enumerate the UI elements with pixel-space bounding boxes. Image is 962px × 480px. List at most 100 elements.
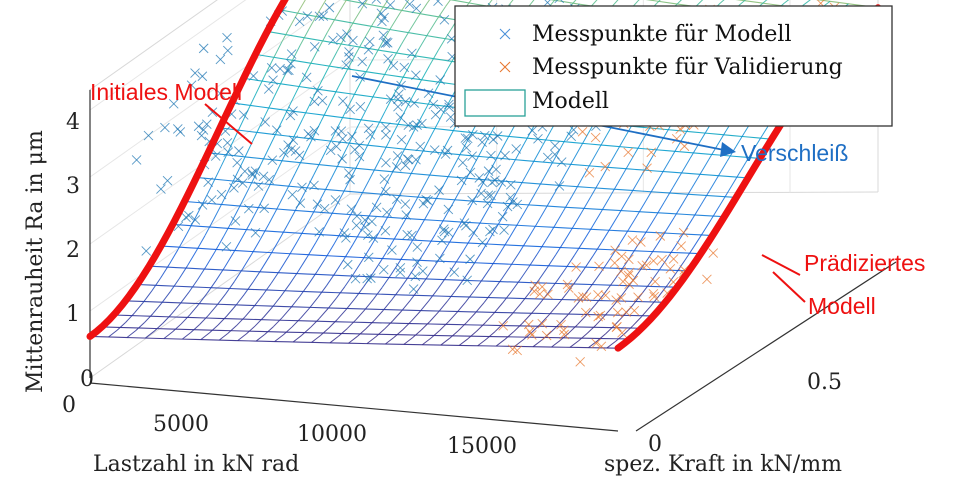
- surface-line: [710, 205, 721, 221]
- surface-line: [304, 175, 314, 193]
- model-point: [467, 151, 477, 162]
- surface-line: [355, 309, 366, 321]
- surface-line: [560, 131, 571, 148]
- surface-line: [346, 319, 357, 329]
- surface-line: [312, 158, 323, 176]
- surface-line: [354, 5, 364, 21]
- model-point: [352, 211, 362, 222]
- surface-line: [381, 0, 389, 10]
- model-point: [381, 186, 391, 197]
- surface-line: [289, 270, 299, 285]
- surface-line: [502, 291, 512, 304]
- validation-point: [611, 295, 621, 305]
- surface-line: [532, 339, 543, 348]
- surface-line: [517, 208, 527, 225]
- surface-line: [573, 0, 577, 3]
- model-point: [449, 267, 460, 277]
- x-tick-label: 5000: [153, 412, 209, 437]
- model-point: [465, 167, 476, 178]
- surface-line: [593, 269, 603, 283]
- surface-line: [89, 335, 619, 349]
- surface-line: [638, 258, 649, 272]
- surface-line: [629, 244, 639, 259]
- surface-line: [186, 218, 196, 235]
- surface-line: [255, 333, 266, 342]
- validation-point: [529, 286, 540, 297]
- surface-line: [142, 290, 153, 303]
- surface-line: [545, 225, 555, 241]
- surface-line: [662, 156, 673, 172]
- surface-line: [454, 250, 464, 265]
- model-point: [379, 12, 389, 23]
- surface-line: [415, 185, 425, 202]
- model-point: [162, 175, 173, 186]
- surface-line: [180, 314, 191, 325]
- surface-line: [134, 302, 144, 314]
- surface-line: [239, 150, 249, 169]
- surface-line: [240, 187, 250, 205]
- surface-line: [391, 288, 401, 301]
- surface-line: [490, 0, 493, 2]
- model-point: [203, 177, 213, 188]
- surface-line: [421, 99, 432, 117]
- surface-line: [655, 0, 661, 5]
- surface-line: [577, 315, 587, 325]
- model-point: [198, 43, 209, 54]
- validation-point: [523, 319, 534, 330]
- validation-point: [668, 254, 679, 264]
- validation-point: [616, 266, 627, 277]
- surface-line: [802, 0, 811, 6]
- surface-line: [135, 322, 145, 332]
- surface-line: [482, 265, 493, 279]
- model-point: [418, 198, 429, 209]
- annotation-predicted-pointer-2: [772, 271, 806, 303]
- model-point: [378, 30, 389, 41]
- model-point: [415, 141, 426, 152]
- surface-line: [511, 303, 522, 315]
- surface-line: [493, 302, 503, 314]
- surface-line: [337, 70, 348, 88]
- model-point: [243, 203, 254, 214]
- model-point: [190, 68, 200, 78]
- grid-line: [89, 0, 247, 111]
- validation-point: [610, 245, 620, 256]
- validation-point: [535, 289, 545, 299]
- surface-line: [320, 103, 331, 122]
- model-point: [365, 130, 376, 140]
- surface-line: [626, 184, 637, 201]
- surface-line: [374, 310, 384, 321]
- surface-line: [151, 277, 161, 292]
- surface-line: [231, 102, 760, 160]
- surface-line: [605, 324, 615, 334]
- model-point: [196, 130, 207, 141]
- model-point: [355, 101, 366, 112]
- surface-line: [247, 132, 258, 151]
- surface-line: [631, 295, 641, 307]
- surface-line: [623, 325, 634, 335]
- surface-line: [599, 198, 610, 214]
- surface-line: [548, 304, 559, 315]
- model-point: [462, 133, 473, 144]
- model-point: [392, 151, 403, 161]
- surface-line: [603, 282, 613, 295]
- model-point: [437, 235, 447, 246]
- validation-point: [657, 254, 667, 265]
- validation-point: [543, 289, 553, 300]
- model-point: [479, 130, 490, 141]
- surface-line: [231, 204, 242, 222]
- model-point: [487, 177, 497, 188]
- surface-line: [618, 199, 628, 215]
- model-point: [411, 154, 421, 165]
- surface-line: [246, 325, 256, 335]
- surface-line: [252, 269, 262, 283]
- model-point: [382, 207, 392, 218]
- model-point: [380, 225, 391, 236]
- surface-line: [337, 309, 347, 320]
- model-point: [216, 189, 227, 200]
- model-point: [483, 166, 494, 176]
- surface-line: [221, 185, 232, 204]
- surface-line: [720, 0, 725, 4]
- surface-line: [125, 300, 654, 317]
- surface-line: [373, 41, 384, 58]
- surface-line: [326, 272, 336, 286]
